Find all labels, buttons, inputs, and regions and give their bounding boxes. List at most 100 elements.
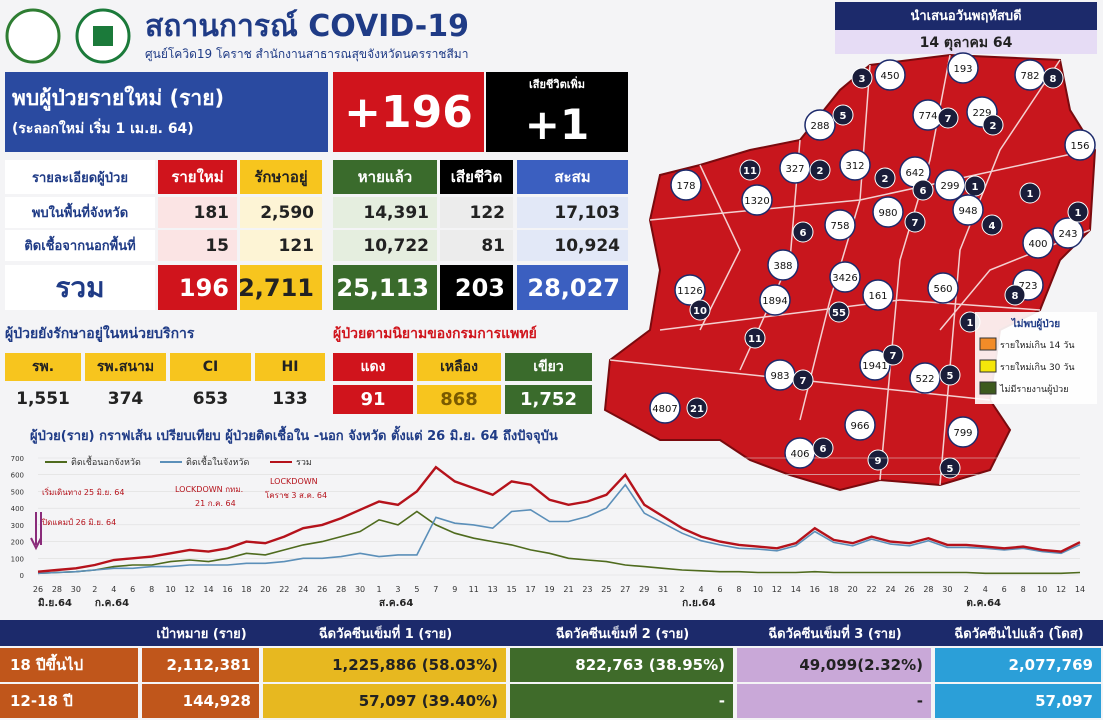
district-total: 1941 (862, 361, 887, 372)
annotation: โคราช 3 ส.ค. 64 (265, 490, 327, 500)
y-tick-label: 200 (11, 539, 24, 547)
subtitle: ศูนย์โควิด19 โคราช สำนักงานสาธารณสุขจังห… (145, 47, 468, 62)
district-new-bubble (792, 221, 814, 243)
district-total: 966 (850, 421, 869, 432)
x-tick-label: 12 (772, 585, 782, 594)
month-label: มิ.ย.64 (38, 597, 72, 609)
district-total: 406 (790, 449, 809, 460)
district-new: 6 (820, 444, 827, 455)
x-tick-label: 4 (111, 585, 116, 594)
x-tick-label: 20 (260, 585, 270, 594)
x-tick-label: 15 (507, 585, 517, 594)
district-total: 156 (1070, 141, 1089, 152)
date-label: นำเสนอวันพฤหัสบดี (910, 8, 1021, 24)
table-cell: 28,027 (517, 265, 628, 310)
district-new-bubble (851, 67, 873, 89)
table-cell: 203 (440, 265, 513, 310)
legend-swatch (979, 359, 997, 373)
row-label: พบในพื้นที่จังหวัด (5, 197, 155, 228)
district-new: 3 (859, 74, 866, 85)
district-new: 2 (990, 121, 997, 132)
service-header: HI (255, 353, 325, 381)
x-tick-label: 31 (658, 585, 668, 594)
y-tick-label: 700 (11, 455, 24, 463)
district-new: 1 (1027, 189, 1034, 200)
x-tick-label: 9 (452, 585, 457, 594)
y-tick-label: 600 (11, 472, 24, 480)
table-header: รักษาอยู่ (240, 160, 322, 194)
x-tick-label: 27 (620, 585, 630, 594)
district-total: 3426 (832, 273, 857, 284)
district-bubble (927, 272, 959, 304)
district-total: 1126 (677, 286, 702, 297)
vaccine-cell: 57,097 (935, 684, 1101, 718)
district-new: 6 (800, 228, 807, 239)
series-line (37, 465, 1081, 573)
district-total: 299 (940, 181, 959, 192)
district-new-bubble (686, 397, 708, 419)
y-tick-label: 500 (11, 488, 24, 496)
district-new-bubble (1067, 201, 1089, 223)
district-new: 21 (690, 404, 704, 415)
table-cell: 2,711 (240, 265, 322, 310)
district-new-bubble (904, 211, 926, 233)
deaths-panel (486, 72, 628, 152)
annotation: 21 ก.ค. 64 (195, 499, 236, 508)
district-total: 178 (676, 181, 695, 192)
x-tick-label: 8 (736, 585, 741, 594)
legend-label: ติดเชื้อในจังหวัด (186, 455, 249, 468)
table-cell: 14,391 (333, 197, 437, 228)
x-tick-label: 5 (414, 585, 419, 594)
severity-header: แดง (333, 353, 413, 381)
district-bubble (1052, 217, 1084, 249)
vaccine-cell: 1,225,886 (58.03%) (263, 648, 506, 682)
x-tick-label: 18 (241, 585, 251, 594)
x-tick-label: 4 (983, 585, 988, 594)
district-bubble (759, 284, 791, 316)
severity-value: 868 (417, 385, 501, 414)
x-tick-label: 26 (904, 585, 914, 594)
district-new: 55 (832, 308, 846, 319)
title: สถานการณ์ COVID-19 (145, 9, 469, 44)
district-total: 948 (958, 206, 977, 217)
x-tick-label: 2 (680, 585, 685, 594)
district-bubble (844, 409, 876, 441)
district-new-bubble (832, 104, 854, 126)
district-new: 7 (945, 114, 952, 125)
x-tick-label: 12 (1056, 585, 1066, 594)
district-total: 723 (1018, 281, 1037, 292)
district-total: 560 (933, 284, 952, 295)
district-bubble (824, 209, 856, 241)
district-total: 450 (880, 71, 899, 82)
district-total: 4807 (652, 404, 677, 415)
x-tick-label: 23 (582, 585, 592, 594)
district-new: 5 (947, 464, 954, 475)
district-new: 11 (748, 334, 762, 345)
table-cell: 181 (158, 197, 237, 228)
district-new-bubble (1042, 67, 1064, 89)
vaccine-header: ฉีดวัคซีนเข็มที่ 2 (ราย) (555, 626, 690, 642)
district-new: 8 (1050, 74, 1057, 85)
logo-icon (93, 26, 113, 46)
district-new: 10 (693, 306, 707, 317)
x-tick-label: 14 (1075, 585, 1085, 594)
x-tick-label: 28 (52, 585, 62, 594)
district-total: 243 (1058, 229, 1077, 240)
arrow (30, 512, 42, 551)
vaccine-cell: 822,763 (38.95%) (510, 648, 733, 682)
vaccine-header: ฉีดวัคซีนเข็มที่ 1 (ราย) (318, 626, 453, 642)
table-cell: 15 (158, 230, 237, 261)
row-label: ติดเชื้อจากนอกพื้นที่ (5, 230, 155, 261)
annotation: LOCKDOWN (270, 477, 318, 486)
district-total: 312 (845, 161, 864, 172)
district-total: 642 (905, 168, 924, 179)
vaccine-cell: 2,077,769 (935, 648, 1101, 682)
x-tick-label: 25 (601, 585, 611, 594)
x-tick-label: 10 (753, 585, 763, 594)
district-new-bubble (744, 327, 766, 349)
district-new: 6 (920, 186, 927, 197)
x-tick-label: 10 (1037, 585, 1047, 594)
district-new: 11 (743, 166, 757, 177)
